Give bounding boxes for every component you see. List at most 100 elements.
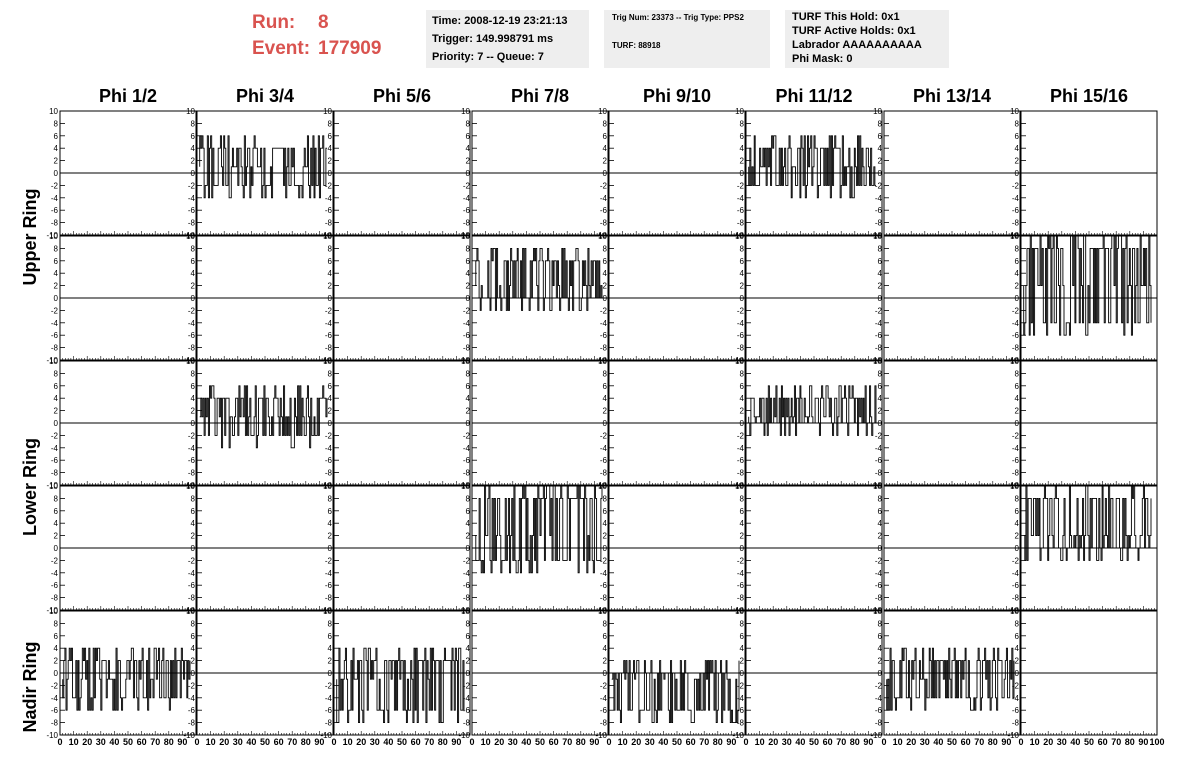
y-tick-label: -8	[325, 719, 333, 728]
y-tick-label: -6	[51, 581, 59, 590]
y-tick-label: 6	[878, 507, 883, 516]
y-tick-label: -4	[188, 194, 196, 203]
y-tick-label: -2	[737, 181, 745, 190]
y-tick-label: 4	[466, 269, 471, 278]
y-tick-label: 0	[466, 294, 471, 303]
x-tick-label: 50	[947, 737, 957, 747]
y-tick-label: -2	[1012, 556, 1020, 565]
y-tick-label: -4	[188, 569, 196, 578]
y-tick-label: -8	[1012, 594, 1020, 603]
y-tick-label: 2	[740, 157, 745, 166]
y-tick-label: -6	[875, 581, 883, 590]
x-tick-label: 40	[795, 737, 805, 747]
x-tick-label: 60	[549, 737, 559, 747]
y-tick-label: -6	[1012, 706, 1020, 715]
y-tick-label: -8	[463, 719, 471, 728]
y-tick-label: -10	[183, 731, 195, 740]
y-tick-label: -8	[875, 594, 883, 603]
y-tick-label: -4	[463, 569, 471, 578]
y-tick-label: -4	[1012, 319, 1020, 328]
y-tick-label: -8	[875, 469, 883, 478]
y-tick-label: 0	[740, 544, 745, 553]
y-tick-label: -2	[1012, 306, 1020, 315]
y-tick-label: 0	[54, 169, 59, 178]
y-tick-label: 10	[1010, 482, 1019, 491]
y-tick-label: 6	[191, 382, 196, 391]
y-tick-label: -8	[1012, 719, 1020, 728]
y-tick-label: -2	[188, 181, 196, 190]
y-tick-label: -4	[51, 444, 59, 453]
column-header-7: Phi 13/14	[912, 86, 992, 106]
y-tick-label: 2	[328, 657, 333, 666]
y-tick-label: 2	[191, 282, 196, 291]
turf-text: TURF: 88918	[612, 41, 661, 50]
y-tick-label: 2	[1015, 157, 1020, 166]
x-tick-label: 90	[314, 737, 324, 747]
y-tick-label: -8	[600, 219, 608, 228]
y-tick-label: 2	[603, 532, 608, 541]
phi-mask-text: Phi Mask: 0	[792, 53, 853, 65]
y-tick-label: 4	[740, 144, 745, 153]
x-tick-label: 50	[809, 737, 819, 747]
priority-text: Priority: 7 -- Queue: 7	[432, 51, 544, 63]
y-tick-label: 10	[461, 107, 470, 116]
y-tick-label: 0	[878, 294, 883, 303]
y-tick-label: -4	[188, 444, 196, 453]
x-tick-label: 10	[755, 737, 765, 747]
y-tick-label: -6	[188, 331, 196, 340]
y-tick-label: -8	[875, 344, 883, 353]
x-tick-label: 10	[618, 737, 628, 747]
y-tick-label: 0	[1015, 544, 1020, 553]
y-tick-label: 8	[1015, 619, 1020, 628]
x-tick-label: 90	[1138, 737, 1148, 747]
y-tick-label: 0	[878, 169, 883, 178]
y-tick-label: 8	[328, 619, 333, 628]
waveform-trace	[474, 485, 603, 574]
y-tick-label: 2	[603, 282, 608, 291]
y-tick-label: -10	[46, 356, 58, 365]
x-tick-label: 10	[343, 737, 353, 747]
y-tick-label: 4	[1015, 394, 1020, 403]
y-tick-label: -2	[325, 306, 333, 315]
y-tick-label: 0	[191, 419, 196, 428]
y-tick-label: 8	[603, 494, 608, 503]
y-tick-label: 6	[603, 132, 608, 141]
y-tick-label: 0	[878, 544, 883, 553]
y-tick-label: 8	[740, 119, 745, 128]
y-tick-label: -4	[737, 319, 745, 328]
y-tick-label: -6	[1012, 581, 1020, 590]
x-tick-label: 70	[287, 737, 297, 747]
y-tick-label: 10	[323, 357, 332, 366]
panel-r2-c1: 10 8 6 4 2 0 -2 -4 -6 -8 -10	[46, 232, 197, 365]
y-tick-label: -8	[600, 594, 608, 603]
y-tick-label: 0	[54, 669, 59, 678]
y-tick-label: 10	[873, 107, 882, 116]
x-tick-label: 10	[893, 737, 903, 747]
y-tick-label: 6	[740, 257, 745, 266]
y-tick-label: 0	[878, 419, 883, 428]
y-tick-label: 4	[54, 644, 59, 653]
y-tick-label: -4	[1012, 694, 1020, 703]
y-tick-label: 10	[598, 107, 607, 116]
x-tick-label: 10	[206, 737, 216, 747]
y-tick-label: 8	[328, 369, 333, 378]
y-tick-label: 4	[466, 394, 471, 403]
y-tick-label: 8	[603, 244, 608, 253]
trig-num-text: Trig Num: 23373 -- Trig Type: PPS2	[612, 13, 744, 22]
y-tick-label: 8	[191, 619, 196, 628]
y-tick-label: 2	[191, 657, 196, 666]
y-tick-label: 2	[328, 407, 333, 416]
y-tick-label: 2	[54, 157, 59, 166]
y-tick-label: -6	[325, 706, 333, 715]
y-tick-label: 8	[328, 494, 333, 503]
y-tick-label: 2	[740, 657, 745, 666]
y-tick-label: 8	[740, 244, 745, 253]
y-tick-label: 10	[49, 232, 58, 241]
y-tick-label: -4	[188, 319, 196, 328]
